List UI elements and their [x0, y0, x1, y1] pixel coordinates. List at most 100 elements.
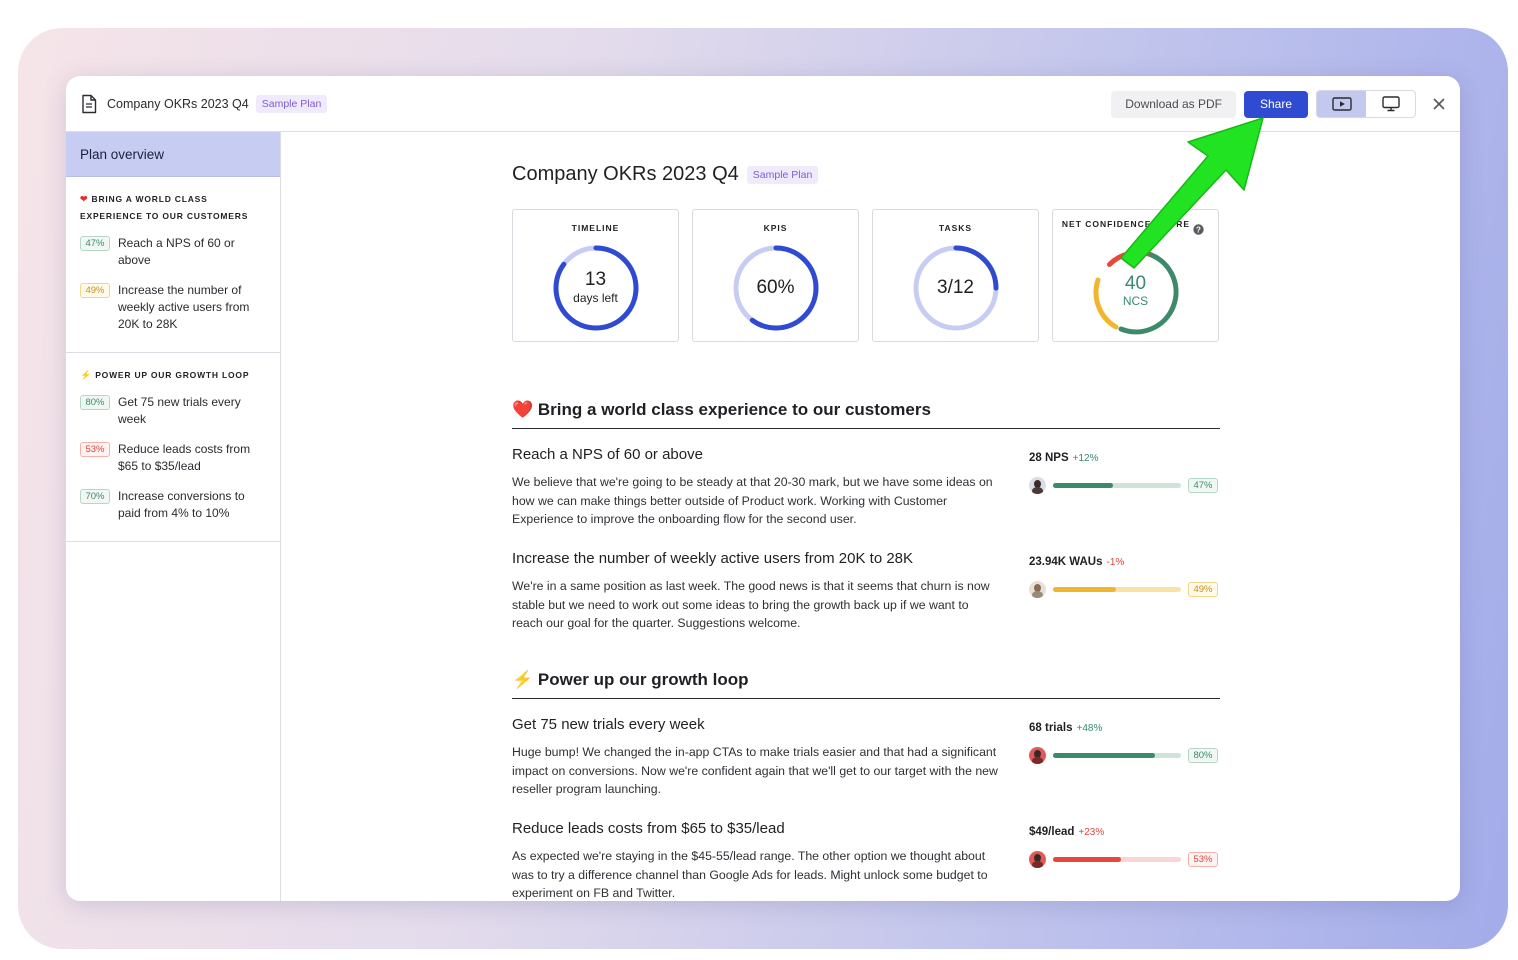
okr-title: Reach a NPS of 60 or above: [512, 446, 703, 463]
sidebar-okr-label: Get 75 new trials every week: [118, 395, 241, 426]
progress-badge: 80%: [1188, 748, 1218, 763]
progress-badge: 53%: [1188, 852, 1218, 867]
close-icon[interactable]: [1432, 97, 1446, 111]
progress-bar-fill: [1053, 587, 1116, 592]
share-button[interactable]: Share: [1243, 90, 1308, 118]
sidebar-okr-label: Reach a NPS of 60 or above: [118, 236, 235, 267]
metric-delta: -1%: [1106, 557, 1125, 568]
objective-title: Power up our growth loop: [537, 670, 749, 689]
sidebar-okr-label: Increase the number of weekly active use…: [118, 283, 250, 331]
metric-delta: +48%: [1076, 723, 1103, 734]
timeline-card: TIMELINE 13 days left: [512, 209, 679, 342]
progress-badge: 47%: [1188, 478, 1218, 493]
okr-title: Increase the number of weekly active use…: [512, 550, 914, 567]
sidebar: Plan overview ❤ Bring a world class expe…: [66, 132, 281, 901]
heart-icon: ❤: [80, 194, 89, 204]
lightning-icon: ⚡: [512, 670, 534, 689]
page-title: Company OKRs 2023 Q4: [512, 163, 739, 185]
kpis-card: KPIS 60%: [692, 209, 859, 342]
sidebar-okr-label: Increase conversions to paid from 4% to …: [118, 489, 245, 520]
sidebar-section: ⚡ Power up our growth loop 80% Get 75 ne…: [66, 353, 280, 542]
kpis-ring: [733, 245, 819, 331]
document-icon: [82, 94, 97, 113]
avatar[interactable]: [1029, 581, 1046, 598]
top-bar: Company OKRs 2023 Q4 Sample Plan Downloa…: [66, 76, 1460, 132]
progress-row: 53%: [1029, 851, 1220, 868]
sample-plan-badge: Sample Plan: [255, 94, 328, 113]
timeline-ring-progress: [553, 245, 639, 331]
objective-heading: ❤️ Bring a world class experience to our…: [512, 400, 931, 420]
timeline-sub: days left: [573, 291, 618, 305]
card-label: TIMELINE: [571, 223, 620, 233]
progress-bar-fill: [1053, 753, 1156, 758]
sidebar-okr-item[interactable]: 53% Reduce leads costs from $65 to $35/l…: [80, 441, 266, 475]
kpis-value: 60%: [756, 277, 795, 298]
metric-value: $49/lead: [1029, 826, 1075, 838]
ncs-sub: NCS: [1122, 294, 1149, 308]
tasks-card: TASKS 3/12: [872, 209, 1039, 342]
play-icon: [1331, 97, 1352, 111]
progress-bar-fill: [1053, 483, 1114, 488]
sidebar-okr-item[interactable]: 47% Reach a NPS of 60 or above: [80, 235, 266, 269]
ncs-value: 40: [1124, 273, 1147, 294]
sidebar-section-title[interactable]: ⚡ Power up our growth loop: [80, 367, 266, 384]
section-divider: [512, 428, 1220, 429]
progress-badge: 49%: [80, 283, 110, 298]
sidebar-section-title[interactable]: ❤ Bring a world class experience to our …: [80, 191, 266, 225]
help-icon[interactable]: ?: [1193, 224, 1204, 235]
progress-row: 49%: [1029, 581, 1220, 598]
okr-item[interactable]: Reduce leads costs from $65 to $35/lead …: [512, 820, 1220, 901]
svg-text:?: ?: [1196, 225, 1201, 234]
avatar[interactable]: [1029, 851, 1046, 868]
okr-item[interactable]: Increase the number of weekly active use…: [512, 550, 1220, 633]
okr-metric: 28 NPS +12% 47%: [1029, 448, 1220, 494]
tasks-ring-progress: [913, 245, 999, 331]
main-content: Company OKRs 2023 Q4 Sample Plan TIMELIN…: [512, 132, 1220, 901]
progress-row: 80%: [1029, 747, 1220, 764]
sidebar-okr-label: Reduce leads costs from $65 to $35/lead: [118, 442, 251, 473]
heart-icon: ❤️: [512, 400, 534, 419]
progress-badge: 47%: [80, 236, 110, 251]
okr-description: We're in a same position as last week. T…: [512, 579, 990, 630]
okr-item[interactable]: Get 75 new trials every week Huge bump! …: [512, 716, 1220, 799]
metric-value: 68 trials: [1029, 722, 1073, 734]
progress-bar: [1053, 587, 1181, 592]
progress-bar-fill: [1053, 857, 1121, 862]
progress-bar: [1053, 483, 1181, 488]
avatar[interactable]: [1029, 477, 1046, 494]
objective-heading: ⚡ Power up our growth loop: [512, 670, 749, 690]
okr-metric: 68 trials +48% 80%: [1029, 718, 1220, 764]
progress-bar: [1053, 753, 1181, 758]
okr-metric: $49/lead +23% 53%: [1029, 822, 1220, 868]
metric-delta: +12%: [1072, 453, 1099, 464]
okr-title: Get 75 new trials every week: [512, 716, 705, 733]
monitor-icon: [1381, 96, 1400, 112]
timeline-value: 13: [584, 269, 607, 290]
desktop-view-button[interactable]: [1366, 91, 1415, 117]
presentation-view-button[interactable]: [1317, 91, 1366, 117]
section-divider: [512, 698, 1220, 699]
progress-badge: 80%: [80, 395, 110, 410]
progress-bar: [1053, 857, 1181, 862]
sidebar-okr-item[interactable]: 49% Increase the number of weekly active…: [80, 282, 266, 333]
progress-row: 47%: [1029, 477, 1220, 494]
app-window: Company OKRs 2023 Q4 Sample Plan Downloa…: [66, 76, 1460, 901]
sidebar-okr-item[interactable]: 80% Get 75 new trials every week: [80, 394, 266, 428]
avatar[interactable]: [1029, 747, 1046, 764]
okr-description: Huge bump! We changed the in-app CTAs to…: [512, 745, 998, 796]
sidebar-okr-item[interactable]: 70% Increase conversions to paid from 4%…: [80, 488, 266, 522]
sample-plan-badge: Sample Plan: [746, 165, 819, 184]
window-title: Company OKRs 2023 Q4: [107, 96, 249, 111]
sidebar-item-plan-overview[interactable]: Plan overview: [66, 132, 280, 177]
timeline-ring: [553, 245, 639, 331]
card-label: TASKS: [938, 223, 973, 233]
okr-item[interactable]: Reach a NPS of 60 or above We believe th…: [512, 446, 1220, 529]
metric-value: 23.94K WAUs: [1029, 556, 1103, 568]
card-label: NET CONFIDENCE SCORE: [1061, 219, 1191, 229]
download-pdf-button[interactable]: Download as PDF: [1111, 90, 1236, 118]
progress-badge: 53%: [80, 442, 110, 457]
card-label: KPIS: [763, 223, 788, 233]
main-header: Company OKRs 2023 Q4 Sample Plan: [512, 163, 819, 186]
view-mode-toggle: [1316, 90, 1416, 118]
metric-value: 28 NPS: [1029, 452, 1069, 464]
